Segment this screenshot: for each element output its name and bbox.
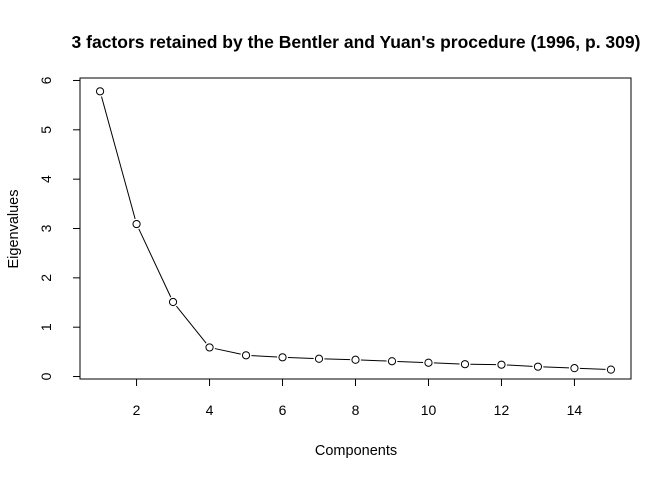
series-line-segment (214, 348, 241, 355)
y-tick-label: 0 (38, 372, 54, 380)
y-tick-label: 5 (38, 126, 54, 134)
y-axis-label: Eigenvalues (6, 190, 22, 269)
y-tick-label: 6 (38, 76, 54, 84)
data-point (314, 354, 324, 363)
x-tick-label: 12 (494, 402, 510, 418)
y-tick-label: 1 (38, 323, 54, 331)
x-axis: 2 4 6 8 10 12 14 (133, 378, 583, 418)
series-line-segment (101, 96, 136, 219)
data-point (205, 343, 214, 352)
data-point (606, 365, 616, 374)
data-point (387, 357, 397, 366)
data-point (424, 358, 433, 367)
data-point (497, 360, 506, 369)
series-line-segment (579, 367, 606, 370)
series-line-segment (287, 357, 314, 360)
series-line-segment (251, 355, 278, 358)
y-tick-label: 3 (38, 224, 54, 232)
data-point (168, 297, 178, 307)
data-point (241, 351, 251, 360)
series-line-segment (397, 360, 424, 363)
chart-title: 3 factors retained by the Bentler and Yu… (72, 32, 641, 52)
x-tick-label: 10 (421, 402, 437, 418)
data-point (460, 360, 470, 369)
x-tick-label: 14 (567, 402, 583, 418)
x-tick-label: 6 (279, 402, 287, 418)
data-point (95, 87, 105, 96)
data-point (533, 362, 543, 371)
series-line-segment (506, 364, 533, 367)
x-tick-label: 2 (133, 402, 141, 418)
series-line-segment (360, 359, 387, 362)
y-tick-label: 4 (38, 175, 54, 183)
series-line-segment (324, 358, 351, 361)
data-point (132, 219, 141, 229)
series-line-segment (138, 228, 172, 298)
x-axis-label: Components (315, 443, 397, 459)
x-tick-label: 8 (352, 402, 360, 418)
data-point (278, 353, 287, 362)
y-axis: 0 1 2 3 4 5 6 (38, 76, 81, 380)
plot-frame (79, 77, 632, 380)
x-tick-label: 4 (206, 402, 214, 418)
eigenvalue-series (95, 87, 616, 374)
y-tick-label: 2 (38, 274, 54, 282)
data-point (570, 364, 579, 373)
series-line-segment (433, 362, 460, 365)
series-line-segment (543, 366, 570, 369)
data-point (351, 355, 360, 364)
series-line-segment (176, 305, 207, 344)
